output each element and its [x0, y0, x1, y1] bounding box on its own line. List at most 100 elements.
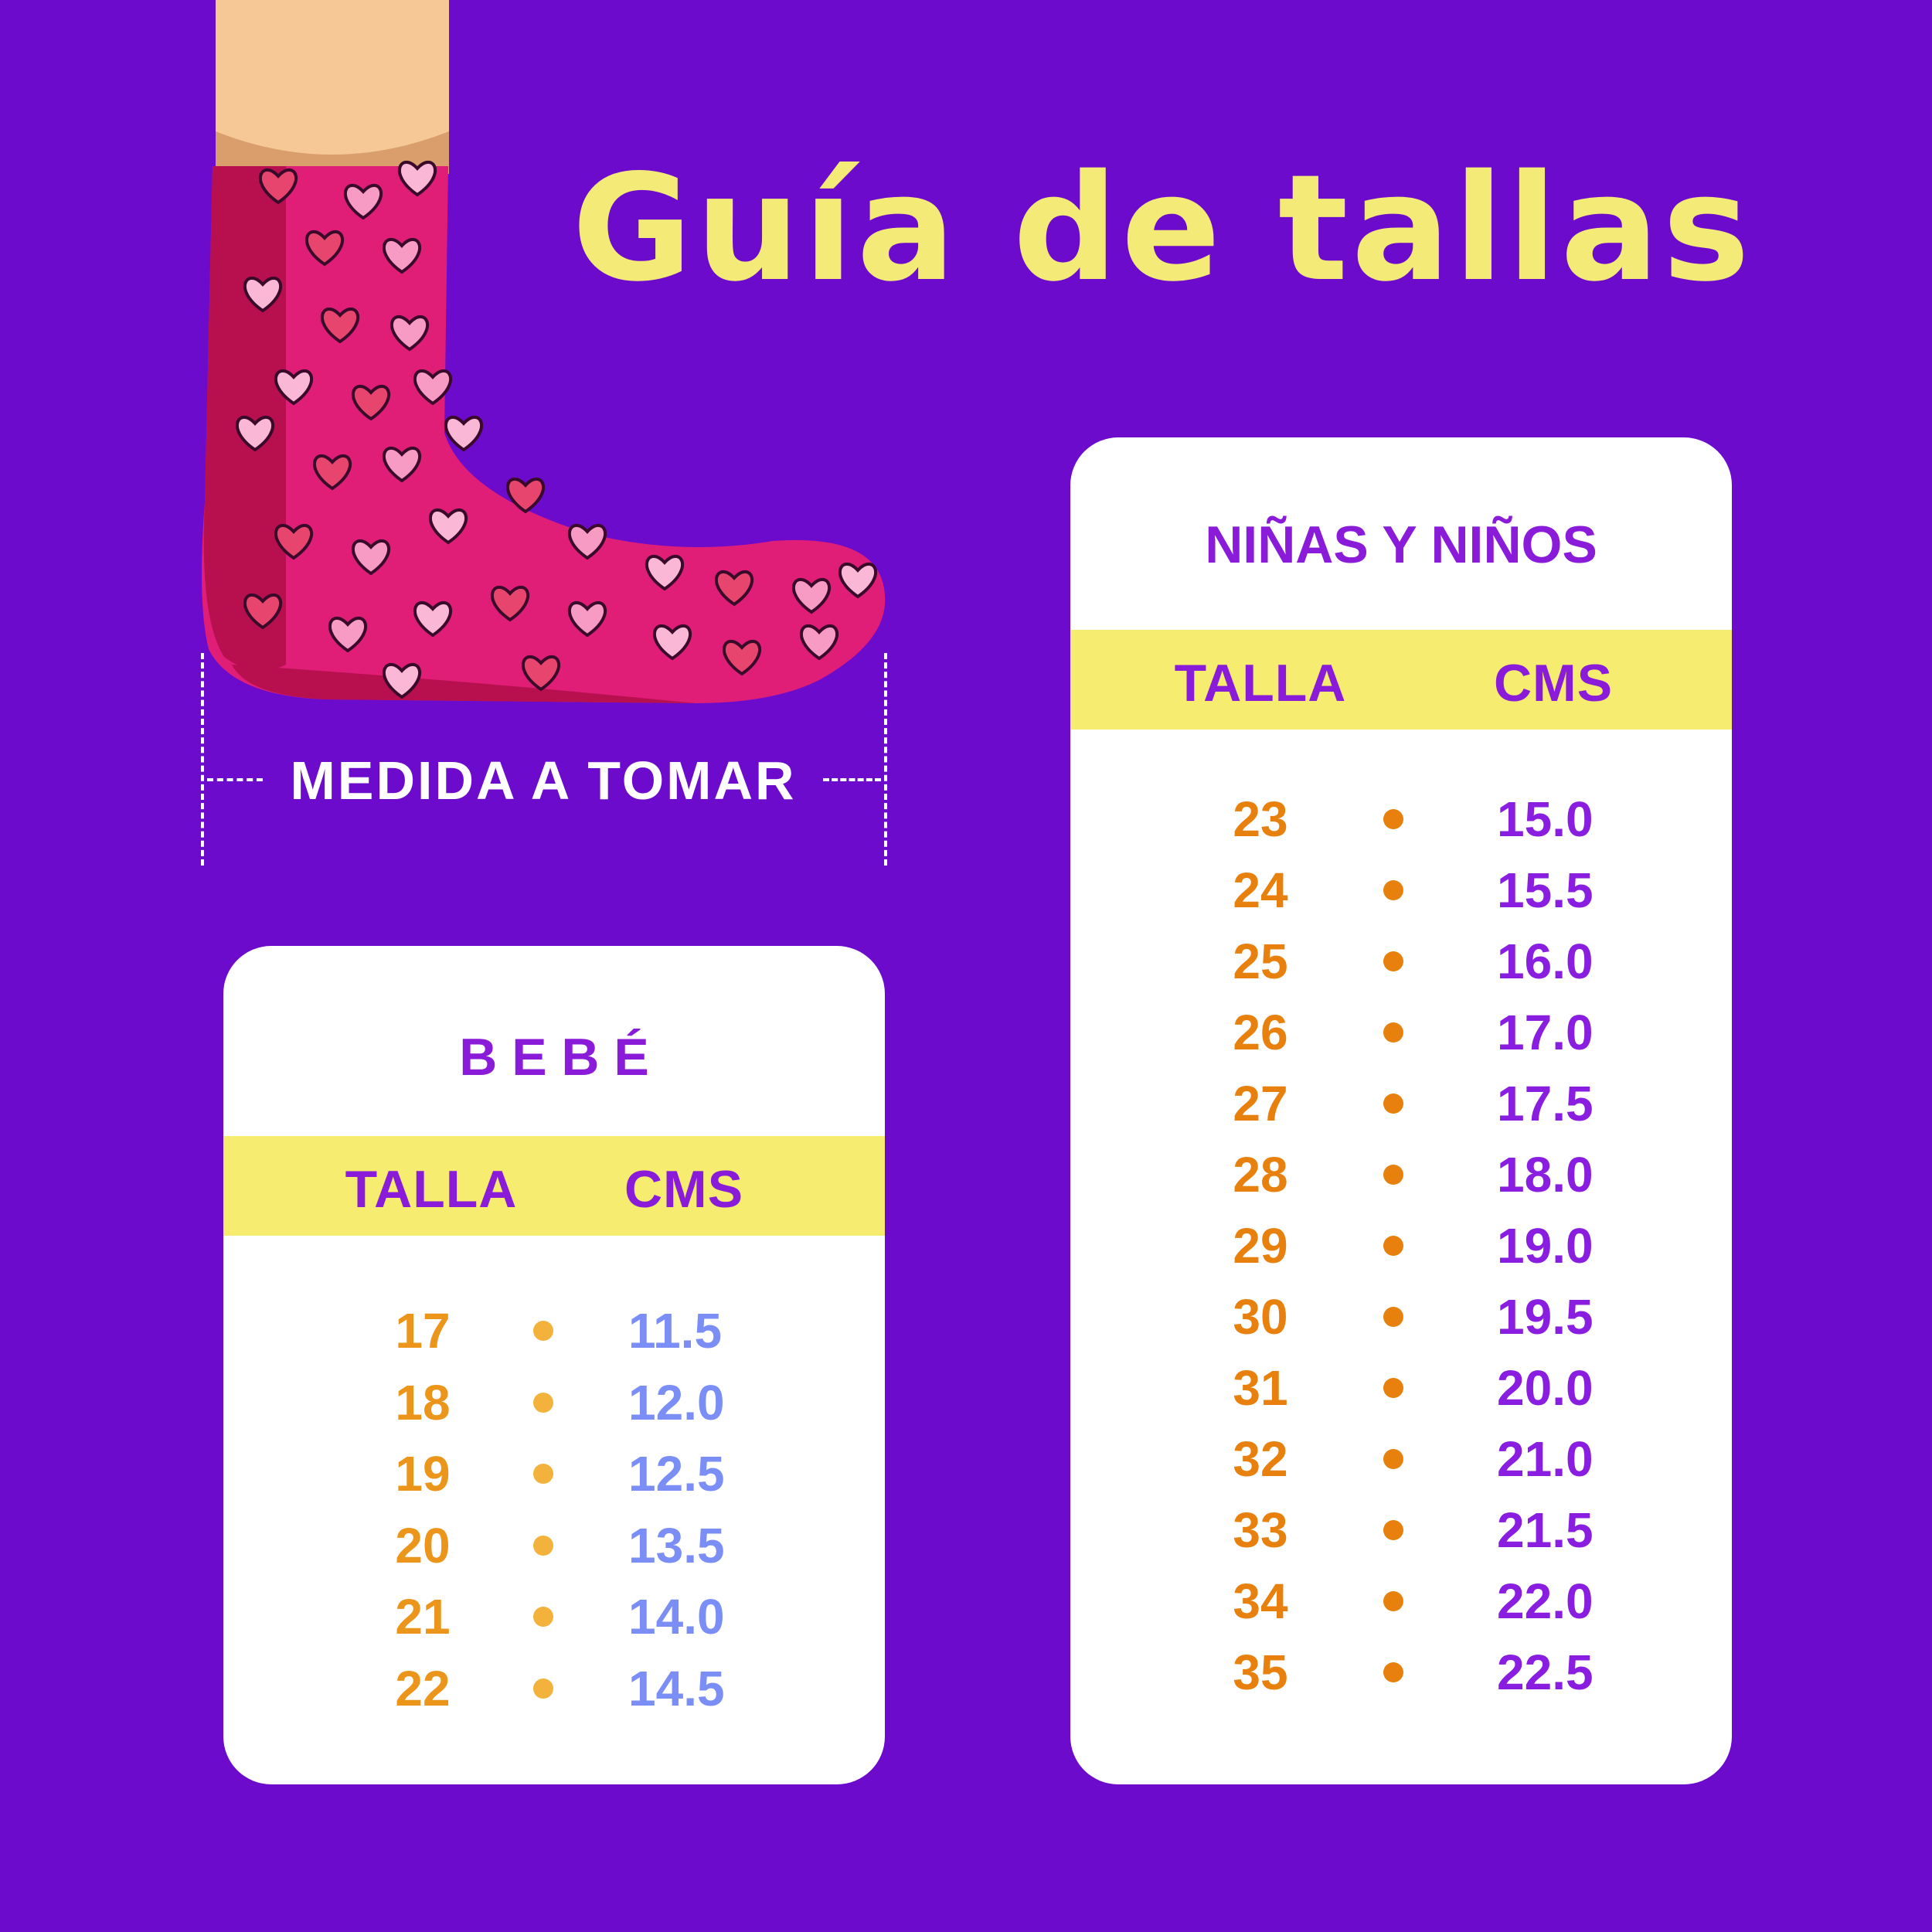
talla-value: 30: [1233, 1289, 1288, 1345]
size-row: 19 12.5: [223, 1438, 885, 1509]
heart-icon: [645, 554, 684, 591]
talla-value: 19: [395, 1446, 451, 1502]
bullet-dot: [1383, 1094, 1403, 1114]
kids-title: NIÑAS Y NIÑOS: [1205, 515, 1597, 574]
heart-icon: [506, 477, 545, 514]
heart-icon: [352, 384, 390, 421]
size-row: 18 12.0: [223, 1367, 885, 1438]
talla-value: 18: [395, 1374, 451, 1430]
talla-value: 21: [395, 1589, 451, 1645]
size-row: 30 19.5: [1070, 1281, 1732, 1352]
cms-value: 16.0: [1497, 934, 1594, 989]
heart-icon: [723, 639, 761, 676]
size-row: 21 14.0: [223, 1581, 885, 1652]
heart-icon: [328, 616, 367, 653]
cms-value: 12.5: [628, 1446, 725, 1502]
cms-value: 19.0: [1497, 1218, 1594, 1274]
cms-value: 22.0: [1497, 1573, 1594, 1629]
talla-value: 32: [1233, 1431, 1288, 1487]
heart-icon: [568, 523, 607, 560]
size-row: 25 16.0: [1070, 926, 1732, 997]
bullet-dot: [1383, 880, 1403, 900]
heart-icon: [491, 585, 529, 622]
bullet-dot: [1383, 1378, 1403, 1398]
header-talla: TALLA: [345, 1160, 518, 1219]
heart-icon: [413, 600, 452, 638]
heart-icon: [715, 570, 753, 607]
measure-label: MEDIDA A TOMAR: [290, 750, 797, 811]
heart-icon: [398, 160, 437, 197]
size-row: 22 14.5: [223, 1653, 885, 1724]
bebe-size-card: B E B É TALLA CMS 17 11.5 18 12.0 19 12.5 20 13…: [223, 946, 885, 1784]
size-row: 20 13.5: [223, 1510, 885, 1581]
cms-value: 13.5: [628, 1517, 725, 1573]
size-row: 35 22.5: [1070, 1637, 1732, 1708]
heart-icon: [274, 523, 313, 560]
heart-icon: [444, 415, 483, 452]
bullet-dot: [1383, 1591, 1403, 1611]
header-talla: TALLA: [1174, 654, 1347, 713]
heart-icon: [792, 577, 831, 614]
bullet-dot: [533, 1535, 553, 1556]
heart-icon: [413, 369, 452, 406]
size-row: 28 18.0: [1070, 1139, 1732, 1210]
talla-value: 25: [1233, 934, 1288, 989]
heart-icon: [243, 276, 282, 313]
page-title: Guía de tallas: [572, 143, 1753, 314]
talla-value: 26: [1233, 1005, 1288, 1060]
size-row: 34 22.0: [1070, 1566, 1732, 1637]
heart-icon: [259, 168, 298, 205]
bullet-dot: [1383, 1236, 1403, 1256]
heart-icon: [522, 655, 560, 692]
size-row: 32 21.0: [1070, 1423, 1732, 1495]
bullet-dot: [1383, 1449, 1403, 1469]
cms-value: 14.0: [628, 1589, 725, 1645]
bullet-dot: [533, 1464, 553, 1484]
bullet-dot: [533, 1607, 553, 1627]
talla-value: 24: [1233, 862, 1288, 918]
bullet-dot: [533, 1392, 553, 1413]
size-row: 26 17.0: [1070, 997, 1732, 1068]
cms-value: 21.5: [1497, 1502, 1594, 1558]
heart-icon: [383, 446, 421, 483]
cms-value: 12.0: [628, 1374, 725, 1430]
talla-value: 33: [1233, 1502, 1288, 1558]
size-row: 17 11.5: [223, 1295, 885, 1366]
measure-left-dash: [207, 778, 263, 781]
talla-value: 20: [395, 1517, 451, 1573]
heart-icon: [352, 539, 390, 576]
heart-icon: [243, 593, 282, 630]
kids-size-card: NIÑAS Y NIÑOS TALLA CMS 23 15.0 24 15.5 25 16…: [1070, 437, 1732, 1784]
header-cms: CMS: [624, 1160, 744, 1219]
heart-icon: [653, 624, 692, 661]
bullet-dot: [1383, 1022, 1403, 1043]
talla-value: 31: [1233, 1360, 1288, 1416]
measure-right-dashed-line: [884, 653, 887, 866]
cms-value: 20.0: [1497, 1360, 1594, 1416]
size-row: 27 17.5: [1070, 1068, 1732, 1139]
heart-icon: [568, 600, 607, 638]
heart-icon: [274, 369, 313, 406]
talla-value: 23: [1233, 791, 1288, 847]
measure-left-dashed-line: [201, 653, 204, 866]
bullet-dot: [533, 1321, 553, 1341]
cms-value: 21.0: [1497, 1431, 1594, 1487]
cms-value: 22.5: [1497, 1645, 1594, 1700]
heart-icon: [321, 307, 359, 344]
bullet-dot: [1383, 951, 1403, 971]
cms-value: 14.5: [628, 1660, 725, 1716]
heart-icon: [383, 237, 421, 274]
bullet-dot: [1383, 1662, 1403, 1682]
kids-header-band: TALLA CMS: [1070, 630, 1732, 730]
talla-value: 34: [1233, 1573, 1288, 1629]
size-row: 31 20.0: [1070, 1352, 1732, 1423]
cms-value: 19.5: [1497, 1289, 1594, 1345]
heart-icon: [344, 183, 383, 220]
heart-icon: [305, 230, 344, 267]
heart-icon: [800, 624, 838, 661]
cms-value: 11.5: [628, 1303, 723, 1359]
size-row: 24 15.5: [1070, 855, 1732, 926]
heart-icon: [383, 662, 421, 699]
cms-value: 17.5: [1497, 1076, 1594, 1131]
size-row: 33 21.5: [1070, 1495, 1732, 1566]
